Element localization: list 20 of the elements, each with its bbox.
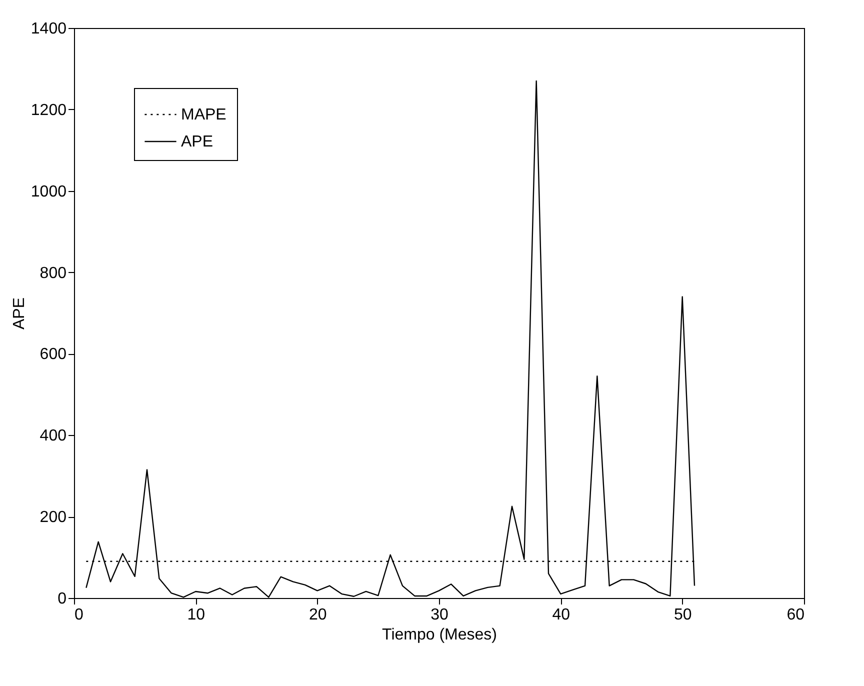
legend-label: APE <box>181 134 214 150</box>
x-tick-label: 60 <box>786 606 805 624</box>
y-tick-label: 200 <box>40 509 67 526</box>
legend-label: MAPE <box>181 106 226 124</box>
x-tick-label: 10 <box>187 606 206 624</box>
y-tick-label: 600 <box>40 346 67 364</box>
y-tick-label: 1000 <box>30 183 67 200</box>
y-tick-label: 1200 <box>30 102 67 119</box>
y-tick-label: 1400 <box>30 20 67 38</box>
y-tick-label: 800 <box>40 264 67 282</box>
x-tick-label: 0 <box>74 606 84 624</box>
x-tick-label: 20 <box>308 606 327 624</box>
y-axis-title: APE <box>10 297 28 330</box>
x-tick-label: 40 <box>552 606 570 624</box>
y-tick-label: 400 <box>40 428 67 445</box>
line-series <box>86 80 696 598</box>
x-tick-label: 30 <box>430 606 448 624</box>
y-tick-label: 0 <box>58 590 67 608</box>
x-axis-title: Tiempo (Meses) <box>382 626 497 644</box>
x-tick-label: 50 <box>674 606 692 624</box>
